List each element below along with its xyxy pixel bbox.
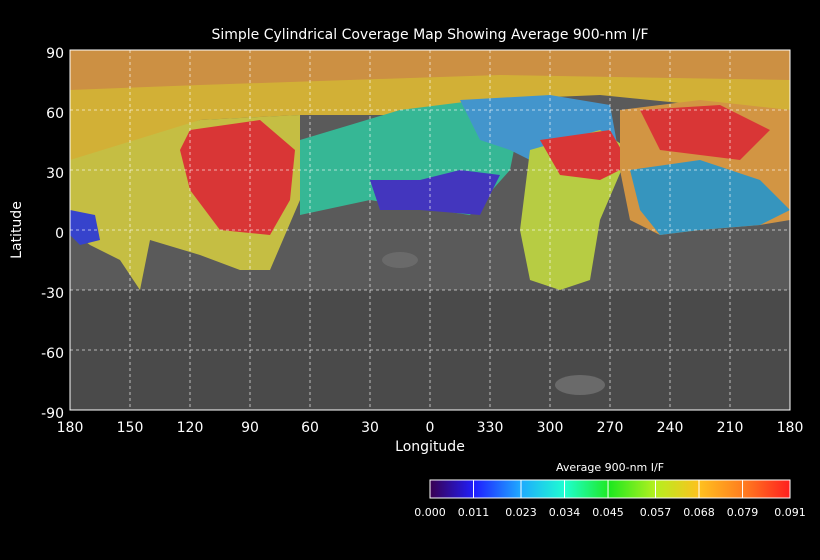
crater	[555, 375, 605, 395]
y-tick-label: 60	[46, 106, 64, 122]
y-tick-label: -90	[41, 406, 64, 422]
coverage-red-1	[180, 120, 295, 235]
x-tick-label: 60	[301, 420, 319, 436]
colorbar-tick-label: 0.045	[592, 506, 624, 519]
y-tick-label: -60	[41, 346, 64, 362]
coverage-red-3	[640, 105, 770, 160]
x-tick-label: 240	[657, 420, 684, 436]
colorbar-tick-label: 0.000	[414, 506, 446, 519]
x-tick-label: 210	[717, 420, 744, 436]
x-tick-label: 330	[477, 420, 504, 436]
colorbar-tick-label: 0.068	[683, 506, 715, 519]
x-tick-label: 180	[777, 420, 804, 436]
x-tick-label: 90	[241, 420, 259, 436]
y-tick-label: 90	[46, 46, 64, 62]
coverage-indigo	[370, 170, 500, 215]
colorbar-tick-label: 0.011	[458, 506, 490, 519]
x-tick-label: 150	[117, 420, 144, 436]
x-tick-label: 180	[57, 420, 84, 436]
colorbar-tick-label: 0.091	[774, 506, 806, 519]
y-tick-label: -30	[41, 286, 64, 302]
x-tick-label: 120	[177, 420, 204, 436]
x-tick-label: 0	[426, 420, 435, 436]
crater	[382, 252, 418, 268]
colorbar-tick-label: 0.023	[505, 506, 537, 519]
colorbar-tick-label: 0.034	[549, 506, 581, 519]
y-tick-label: 30	[46, 166, 64, 182]
x-axis-label: Longitude	[395, 439, 465, 455]
colorbar-tick-label: 0.057	[640, 506, 672, 519]
x-tick-label: 300	[537, 420, 564, 436]
colorbar-label: Average 900-nm I/F	[556, 461, 664, 474]
y-tick-label: 0	[55, 226, 64, 242]
x-tick-label: 270	[597, 420, 624, 436]
colorbar	[429, 479, 791, 499]
coverage-blue-2	[70, 210, 100, 245]
coverage-red-2	[540, 130, 630, 180]
y-axis-label: Latitude	[9, 201, 25, 259]
title: Simple Cylindrical Coverage Map Showing …	[211, 27, 648, 43]
colorbar-tick-label: 0.079	[727, 506, 759, 519]
x-tick-label: 30	[361, 420, 379, 436]
